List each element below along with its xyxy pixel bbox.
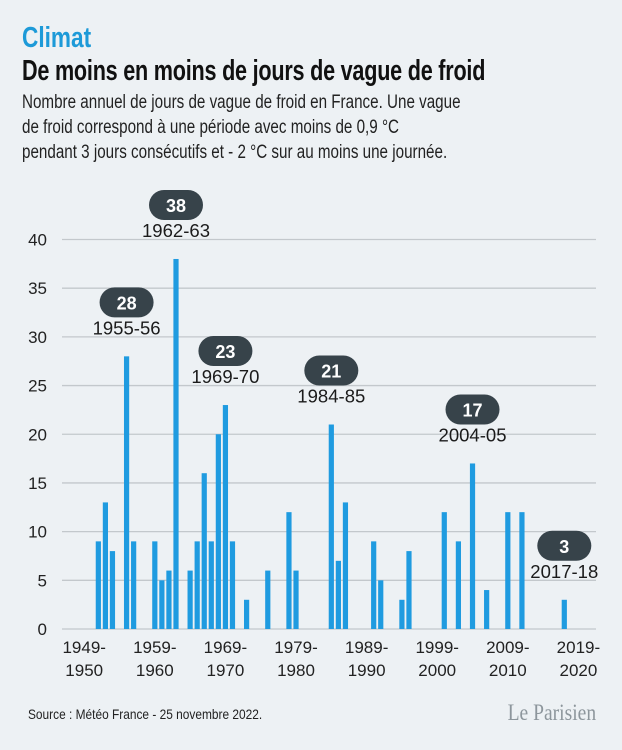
- annotation-badge: [445, 394, 500, 425]
- annotation-value: 23: [215, 342, 235, 362]
- bar: [229, 541, 236, 629]
- bar: [102, 502, 108, 629]
- kicker: Climat: [22, 22, 92, 54]
- y-tick-label: 40: [28, 231, 47, 250]
- x-tick-label: 1950: [65, 661, 103, 680]
- y-tick-label: 25: [28, 377, 47, 396]
- bar: [187, 570, 193, 629]
- annotation-label: 2004-05: [439, 425, 507, 445]
- subtitle-line: de froid correspond à une période avec m…: [22, 117, 400, 138]
- x-tick-label: 2000: [418, 661, 456, 680]
- annotation-value: 21: [321, 362, 341, 382]
- x-tick-label: 1959-: [133, 638, 176, 657]
- bar: [505, 512, 511, 629]
- x-tick-label: 2009-: [486, 638, 529, 657]
- x-tick-label: 1990: [348, 661, 386, 680]
- annotation-badge: [537, 530, 592, 561]
- bar: [286, 512, 292, 629]
- bar: [244, 599, 250, 629]
- bar: [166, 570, 172, 629]
- y-tick-label: 0: [38, 620, 47, 639]
- y-tick-label: 10: [28, 523, 47, 542]
- bar: [328, 424, 334, 629]
- x-tick-label: 2020: [560, 661, 598, 680]
- bar: [131, 541, 137, 629]
- bar: [441, 512, 447, 629]
- x-tick-label: 1979-: [274, 638, 317, 657]
- y-tick-label: 15: [28, 474, 47, 493]
- x-tick-label: 1969-: [204, 638, 247, 657]
- annotation-badge: [198, 336, 253, 367]
- x-tick-label: 1970: [207, 661, 245, 680]
- annotation-value: 38: [166, 196, 186, 216]
- y-tick-label: 30: [28, 328, 47, 347]
- annotation-badge: [99, 287, 154, 318]
- annotation-label: 1955-56: [93, 318, 161, 338]
- bar: [159, 580, 165, 629]
- x-tick-label: 1960: [136, 661, 174, 680]
- bar: [342, 502, 349, 629]
- bar: [152, 541, 158, 629]
- annotation-label: 1969-70: [191, 367, 259, 387]
- chart-title: De moins en moins de jours de vague de f…: [22, 55, 486, 87]
- bar: [484, 590, 490, 629]
- annotation-value: 17: [463, 400, 483, 420]
- bar: [561, 599, 567, 629]
- bar: [399, 599, 405, 629]
- bar: [109, 551, 116, 629]
- subtitle-line: pendant 3 jours consécutifs et - 2 °C su…: [22, 142, 448, 163]
- bar: [208, 541, 214, 629]
- annotation-badge: [304, 355, 359, 386]
- x-tick-label: 2019-: [557, 638, 600, 657]
- bar: [95, 541, 101, 629]
- bar: [293, 570, 299, 629]
- bar: [265, 570, 271, 629]
- y-tick-label: 35: [28, 279, 47, 298]
- source-note: Source : Météo France - 25 novembre 2022…: [28, 706, 263, 722]
- x-tick-label: 1949-: [62, 638, 105, 657]
- annotation-label: 2017-18: [530, 562, 598, 582]
- bar: [222, 405, 229, 629]
- bar: [469, 463, 476, 629]
- annotation-value: 28: [117, 293, 137, 313]
- x-tick-label: 2010: [489, 661, 527, 680]
- bar: [455, 541, 461, 629]
- bar-chart: 0 5 10 15 20 25 30 35 40 1949- 1950 1959- 1960 1969- 1…: [28, 189, 600, 680]
- bar: [201, 473, 207, 629]
- bar: [406, 551, 412, 629]
- bar: [173, 258, 179, 629]
- bar: [123, 356, 130, 629]
- x-tick-label: 1980: [277, 661, 315, 680]
- annotation-value: 3: [559, 537, 569, 557]
- y-tick-label: 5: [38, 571, 47, 590]
- annotation-label: 1984-85: [297, 387, 365, 407]
- annotation-label: 1962-63: [142, 221, 210, 241]
- bar: [215, 434, 221, 629]
- x-tick-label: 1999-: [415, 638, 458, 657]
- bar: [335, 560, 341, 629]
- bar: [371, 541, 377, 629]
- annotation-badge: [149, 189, 203, 220]
- le-parisien-logo: Le Parisien: [507, 700, 596, 725]
- x-tick-label: 1989-: [345, 638, 388, 657]
- subtitle-line: Nombre annuel de jours de vague de froid…: [22, 92, 461, 113]
- y-tick-label: 20: [28, 425, 47, 444]
- bar: [378, 580, 384, 629]
- bar: [194, 541, 200, 629]
- bar: [519, 512, 525, 629]
